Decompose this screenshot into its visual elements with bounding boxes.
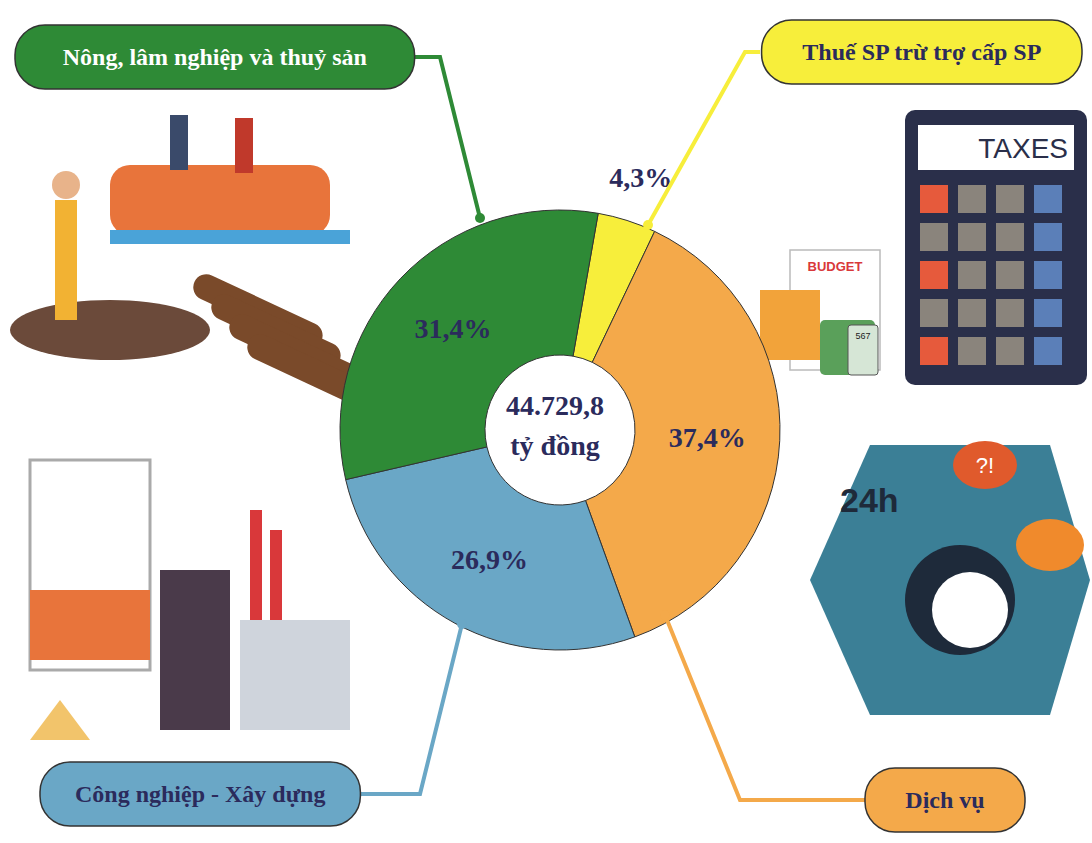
svg-text:Thuế SP trừ trợ cấp SP: Thuế SP trừ trợ cấp SP [802, 39, 1041, 65]
svg-text:37,4%: 37,4% [669, 422, 746, 453]
svg-text:tỷ đồng: tỷ đồng [510, 430, 599, 461]
svg-text:44.729,8: 44.729,8 [506, 390, 604, 421]
svg-text:26,9%: 26,9% [451, 544, 528, 575]
svg-text:TAXES: TAXES [978, 133, 1068, 164]
svg-text:567: 567 [855, 331, 870, 341]
svg-text:4,3%: 4,3% [609, 162, 672, 193]
svg-text:31,4%: 31,4% [414, 313, 491, 344]
svg-text:?!: ?! [976, 453, 994, 478]
svg-text:Dịch vụ: Dịch vụ [905, 787, 984, 813]
svg-text:BUDGET: BUDGET [808, 259, 863, 274]
svg-text:Công nghiệp - Xây dựng: Công nghiệp - Xây dựng [75, 781, 325, 807]
svg-text:Nông, lâm nghiệp và thuỷ sản: Nông, lâm nghiệp và thuỷ sản [63, 44, 367, 70]
svg-text:24h: 24h [840, 481, 899, 519]
